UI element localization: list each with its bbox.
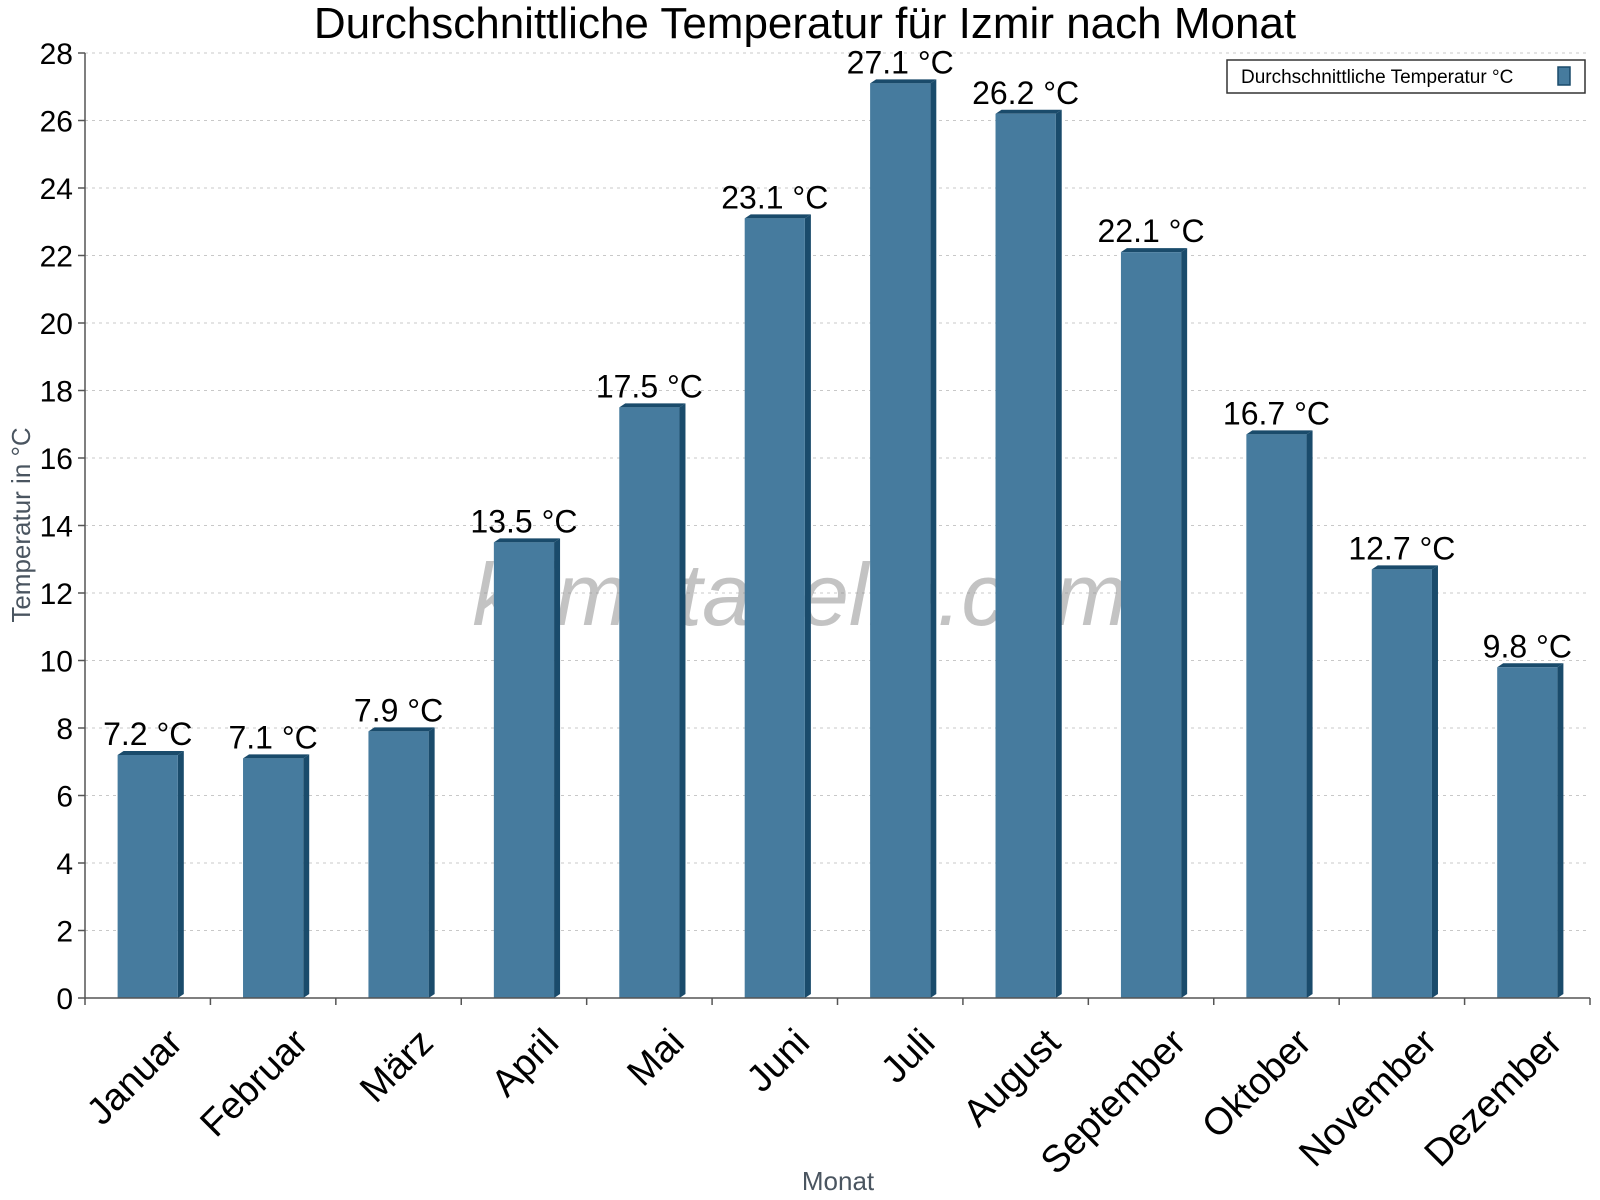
y-tick-label: 6 [56,781,73,814]
x-tick-label: April [484,1021,567,1104]
y-tick-label: 2 [56,916,73,949]
bar-side [1181,248,1188,998]
x-tick-label: Juni [739,1021,818,1100]
data-label: 7.1 °C [228,719,317,755]
bar-side [930,79,937,998]
bar-face [493,542,555,998]
data-label: 7.9 °C [354,692,443,728]
bar-face [1120,252,1182,998]
y-tick-label: 12 [40,578,73,611]
bar-top [619,403,686,408]
bar-side [1055,109,1062,998]
bar [1497,663,1564,998]
bar-top [243,754,310,759]
y-tick-label: 4 [56,848,73,881]
bar-top [1497,663,1564,668]
bar-side [1306,430,1313,998]
bar-top [1371,565,1438,570]
chart-title: Durchschnittliche Temperatur für Izmir n… [314,0,1296,48]
bar [368,727,435,998]
bar-top [368,727,435,732]
data-label: 13.5 °C [470,503,577,539]
y-tick-label: 24 [40,173,73,206]
x-axis-title: Monat [802,1166,875,1196]
y-axis-title: Temperatur in °C [6,427,36,622]
bar-top [117,751,184,755]
legend-swatch [1557,66,1571,86]
bar [117,751,184,998]
y-tick-label: 10 [40,646,73,679]
bar-side [554,538,561,998]
bar-face [1371,569,1432,998]
bar-face [368,731,429,998]
bar [619,403,686,998]
bar [995,109,1062,998]
bar [744,214,811,998]
x-tick-label: August [955,1021,1069,1135]
bar-side [804,214,811,998]
grid-lines [85,52,1590,931]
bar-side [1557,663,1564,998]
y-tick-label: 28 [40,38,73,71]
bar-side [679,403,686,998]
x-tick-label: Februar [193,1021,317,1145]
bar [1371,565,1438,998]
y-tick-label: 20 [40,308,73,341]
data-label: 23.1 °C [721,179,828,215]
x-axis-ticks: Januar Februar März April Mai Juni Juli AugustS… [79,998,1591,1183]
legend: Durchschnittliche Temperatur °C [1226,59,1586,94]
data-label: 9.8 °C [1483,628,1572,664]
bar-face [1497,667,1558,998]
bar-top [744,214,811,219]
bar-top [870,79,937,84]
x-tick-label: Oktober [1194,1021,1320,1147]
y-tick-label: 22 [40,241,73,274]
x-tick-label: März [352,1021,441,1110]
y-tick-label: 18 [40,376,73,409]
x-tick-label: Januar [79,1021,191,1133]
data-labels: 7.2 °C 7.1 °C 7.9 °C 13.5 °C 17.5 °C 23.1 °C 2… [103,44,1572,755]
bar [243,754,310,998]
bar-side [1431,565,1438,998]
data-label: 27.1 °C [847,44,954,80]
y-tick-label: 0 [56,983,73,1016]
bar [870,79,937,998]
data-label: 16.7 °C [1223,395,1330,431]
bar [493,538,561,998]
data-label: 17.5 °C [596,368,703,404]
bar-top [1246,430,1313,435]
x-tick-label: Dezember [1417,1021,1571,1175]
bar [1120,248,1188,998]
bar-side [428,727,435,998]
data-label: 22.1 °C [1098,213,1205,249]
legend-box [1226,59,1586,94]
bar-face [1246,434,1307,998]
y-tick-label: 16 [40,443,73,476]
y-tick-label: 8 [56,713,73,746]
bar-face [744,218,805,998]
bar-face [619,407,680,998]
bars [117,79,1564,998]
bar [1246,430,1313,998]
x-tick-label: Mai [620,1021,693,1094]
bar-top [995,109,1062,114]
bar-face [243,758,304,998]
legend-label: Durchschnittliche Temperatur °C [1241,67,1513,88]
bar-side [177,751,184,998]
bar-top [493,538,561,543]
y-tick-label: 14 [40,511,73,544]
bar-top [1120,248,1188,253]
data-label: 12.7 °C [1348,530,1455,566]
bar-face [995,113,1056,998]
bar-face [870,83,931,998]
bar-side [303,754,310,998]
data-label: 7.2 °C [103,716,192,752]
x-tick-label: Juli [873,1021,943,1091]
data-label: 26.2 °C [972,75,1079,111]
y-tick-label: 26 [40,106,73,139]
bar-face [117,755,178,998]
